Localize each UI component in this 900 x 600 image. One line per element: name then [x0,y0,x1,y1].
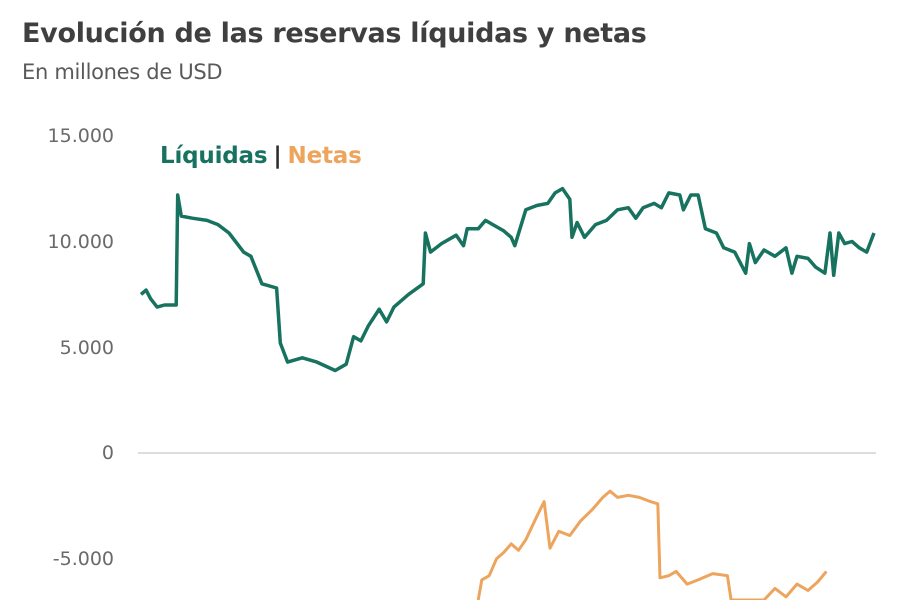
liquidas-line [139,186,876,373]
y-tick-5000: 5.000 [59,337,114,359]
y-tick-10000: 10.000 [47,231,114,253]
chart-subtitle: En millones de USD [22,60,223,84]
chart-title: Evolución de las reservas líquidas y net… [22,18,647,49]
legend-netas: Netas [287,143,362,169]
legend-liquidas: Líquidas [160,143,268,169]
y-tick-0: 0 [101,442,114,464]
legend: Líquidas | Netas [160,143,362,169]
legend-separator: | [273,143,282,169]
netas-line [476,489,828,600]
y-tick-minus-5000: -5.000 [52,548,114,570]
y-tick-15000: 15.000 [47,125,114,147]
